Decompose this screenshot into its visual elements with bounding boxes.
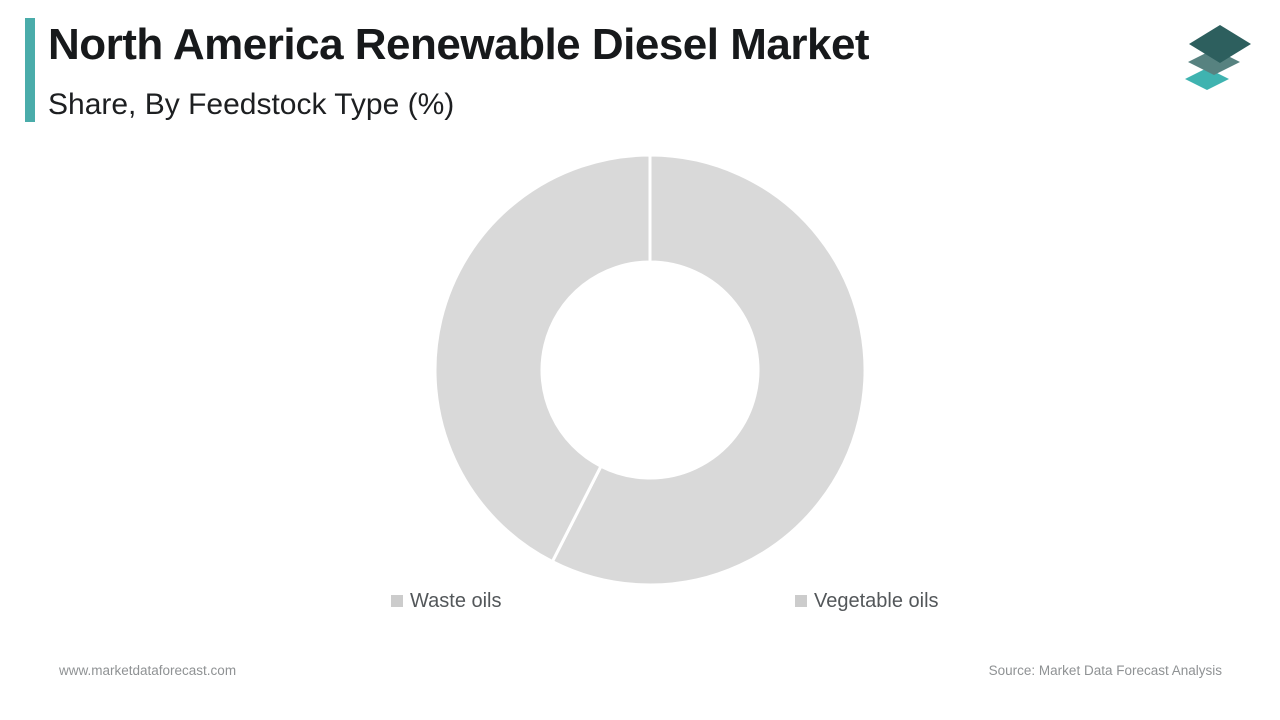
donut-slice-vegetable-oils [433,153,652,564]
page-subtitle: Share, By Feedstock Type (%) [48,88,455,121]
donut-chart [433,153,867,587]
legend-marker-icon [391,595,403,607]
legend-item-waste-oils: Waste oils [391,588,502,614]
market-data-forecast-logo [1185,25,1251,90]
legend-label: Vegetable oils [814,589,939,612]
website-url: www.marketdataforecast.com [59,663,237,678]
donut-slice-waste-oils [550,153,867,587]
source-note: Source: Market Data Forecast Analysis [988,663,1222,678]
logo-layer-top-icon [1189,25,1251,63]
page-title: North America Renewable Diesel Market [48,20,870,69]
legend-label: Waste oils [410,589,502,612]
title-accent-bar [25,18,35,122]
logo-layer-bottom-icon [1185,68,1229,90]
legend-item-vegetable-oils: Vegetable oils [795,588,939,614]
legend-marker-icon [795,595,807,607]
chart-legend: Waste oils Vegetable oils [0,588,1280,616]
